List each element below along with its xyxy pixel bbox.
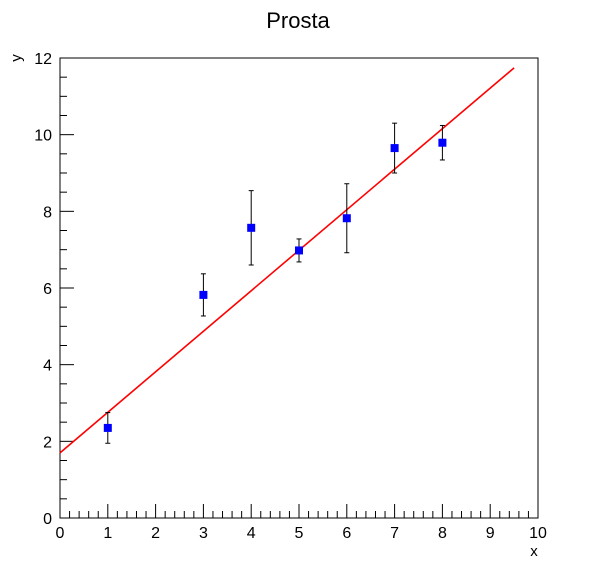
x-tick-label: 8	[438, 525, 447, 542]
x-tick-label: 6	[342, 525, 351, 542]
x-axis-ticks: 0 1 2 3 4 5 6 7 8 9 10	[56, 504, 547, 542]
fit-line-layer	[59, 67, 515, 454]
point-marker	[103, 423, 112, 432]
y-tick-label: 8	[43, 204, 52, 221]
data-point	[295, 238, 303, 263]
x-tick-label: 5	[295, 525, 304, 542]
data-point	[390, 122, 399, 174]
x-tick-label: 3	[199, 525, 208, 542]
x-axis-label: x	[530, 543, 538, 560]
y-axis-label: y	[8, 54, 25, 62]
data-point	[438, 124, 447, 161]
y-tick-label: 10	[34, 128, 52, 145]
data-point	[199, 273, 208, 317]
y-tick-label: 2	[43, 434, 52, 451]
y-tick-label: 6	[43, 281, 52, 298]
x-tick-label: 0	[56, 525, 65, 542]
x-tick-label: 9	[486, 525, 495, 542]
y-tick-label: 0	[43, 511, 52, 528]
point-marker	[199, 290, 208, 299]
x-tick-label: 10	[529, 525, 547, 542]
x-tick-label: 1	[103, 525, 112, 542]
point-marker	[342, 214, 351, 223]
data-point	[103, 412, 112, 444]
point-marker	[295, 246, 303, 255]
data-points-layer	[103, 122, 447, 444]
point-marker	[247, 223, 256, 232]
y-tick-label: 12	[34, 51, 52, 68]
x-tick-label: 2	[151, 525, 160, 542]
plot-frame	[59, 57, 539, 519]
x-tick-label: 7	[390, 525, 399, 542]
data-point	[342, 183, 351, 254]
y-tick-label: 4	[43, 358, 52, 375]
data-point	[247, 190, 256, 266]
chart-title: Prosta	[266, 8, 330, 33]
y-axis-ticks: 0 2 4 6 8 10 12	[34, 51, 74, 528]
x-tick-label: 4	[247, 525, 256, 542]
fit-line	[59, 67, 515, 454]
point-marker	[438, 138, 447, 147]
point-marker	[390, 144, 399, 153]
